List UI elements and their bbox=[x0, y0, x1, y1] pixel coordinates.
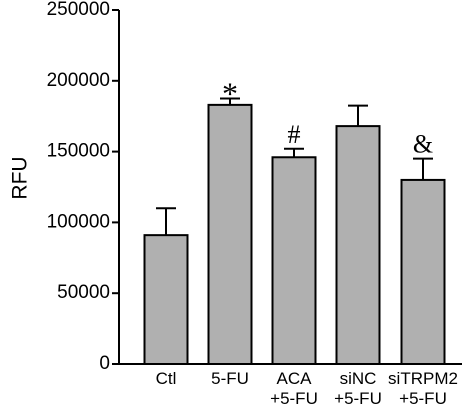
bars: * # & bbox=[143, 76, 446, 365]
x-tick-label: Ctl bbox=[156, 369, 177, 388]
significance-marker: & bbox=[413, 130, 433, 159]
bar bbox=[400, 178, 446, 365]
y-tick-label: 0 bbox=[99, 353, 110, 374]
y-tick-label: 200000 bbox=[47, 70, 110, 91]
y-tick-label: 150000 bbox=[47, 141, 110, 162]
x-tick-label-line2: +5-FU bbox=[270, 389, 318, 408]
x-tick-label-line2: +5-FU bbox=[334, 389, 382, 408]
y-tick-label: 250000 bbox=[47, 0, 110, 20]
x-tick-label: siNC bbox=[340, 369, 377, 388]
axes: 0 50000 100000 150000 200000 250000 Ctl 5-FU ACA… bbox=[47, 0, 462, 408]
x-tick-label: ACA bbox=[277, 369, 313, 388]
x-tick-label-line2: +5-FU bbox=[399, 389, 447, 408]
bar bbox=[335, 125, 381, 365]
y-tick-label: 100000 bbox=[47, 211, 110, 232]
significance-marker: # bbox=[288, 120, 301, 149]
bar bbox=[143, 234, 189, 365]
y-axis-label: RFU bbox=[9, 156, 32, 199]
x-tick-label: siTRPM2 bbox=[388, 369, 458, 388]
bar bbox=[271, 156, 317, 365]
y-tick-label: 50000 bbox=[57, 282, 110, 303]
x-tick-label: 5-FU bbox=[211, 369, 249, 388]
significance-marker: * bbox=[222, 76, 238, 112]
bar bbox=[207, 103, 253, 365]
